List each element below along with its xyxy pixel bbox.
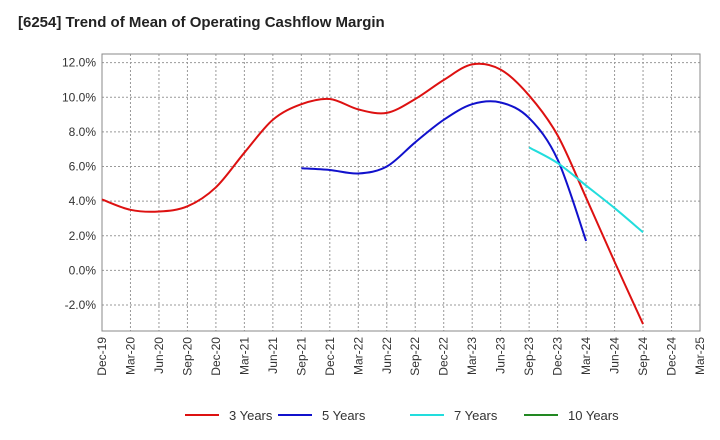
x-tick-label: Mar-24 (579, 337, 593, 375)
y-tick-label: 0.0% (69, 263, 97, 277)
legend-item-10-years: 10 Years (524, 404, 619, 426)
x-tick-label: Mar-20 (123, 337, 137, 375)
x-tick-label: Sep-21 (294, 337, 308, 376)
legend-swatch (524, 414, 558, 416)
legend-label: 7 Years (454, 407, 498, 423)
x-tick-label: Jun-21 (266, 337, 280, 374)
y-axis-ticks: 12.0% 10.0% 8.0% 6.0% 4.0% 2.0% 0.0% -2.0% (62, 56, 96, 312)
y-tick-label: 2.0% (69, 229, 97, 243)
x-axis-ticks: Dec-19 Mar-20 Jun-20 Sep-20 Dec-20 Mar-21 Jun-… (95, 337, 707, 376)
x-tick-label: Mar-25 (693, 337, 707, 375)
x-tick-label: Jun-22 (380, 337, 394, 374)
legend-swatch (278, 414, 312, 416)
x-tick-label: Mar-21 (237, 337, 251, 375)
legend-swatch (185, 414, 219, 416)
x-tick-label: Sep-23 (522, 337, 536, 376)
x-tick-label: Sep-24 (636, 337, 650, 376)
legend-label: 10 Years (568, 407, 619, 423)
x-tick-label: Sep-20 (180, 337, 194, 376)
legend-item-7-years: 7 Years (410, 404, 497, 426)
x-tick-label: Dec-20 (209, 337, 223, 376)
legend-swatch (410, 414, 444, 416)
x-tick-label: Mar-22 (351, 337, 365, 375)
x-tick-label: Mar-23 (465, 337, 479, 375)
x-tick-label: Dec-23 (551, 337, 565, 376)
series-line-5-years (301, 100, 588, 242)
plot-frame (101, 53, 701, 332)
legend-item-5-years: 5 Years (278, 404, 365, 426)
x-tick-label: Dec-21 (323, 337, 337, 376)
y-tick-label: 8.0% (69, 125, 97, 139)
y-tick-label: 6.0% (69, 160, 97, 174)
x-tick-label: Dec-22 (437, 337, 451, 376)
y-tick-label: -2.0% (65, 298, 97, 312)
series-line-7-years (528, 146, 644, 234)
legend-label: 5 Years (322, 407, 366, 423)
x-tick-label: Dec-19 (95, 337, 109, 376)
series-line-3-years (101, 62, 644, 325)
legend-label: 3 Years (229, 407, 273, 423)
y-tick-label: 10.0% (62, 90, 96, 104)
y-tick-label: 12.0% (62, 56, 96, 70)
x-tick-label: Sep-22 (408, 337, 422, 376)
y-tick-label: 4.0% (69, 194, 97, 208)
gridlines (102, 54, 700, 331)
legend-item-3-years: 3 Years (185, 404, 272, 426)
x-tick-label: Dec-24 (665, 337, 679, 376)
x-tick-label: Jun-23 (494, 337, 508, 374)
x-tick-label: Jun-24 (608, 337, 622, 374)
x-tick-label: Jun-20 (152, 337, 166, 374)
legend: 3 Years 5 Years 7 Years 10 Years (0, 404, 720, 426)
chart-title: [6254] Trend of Mean of Operating Cashfl… (18, 14, 385, 31)
series-lines (101, 62, 644, 325)
